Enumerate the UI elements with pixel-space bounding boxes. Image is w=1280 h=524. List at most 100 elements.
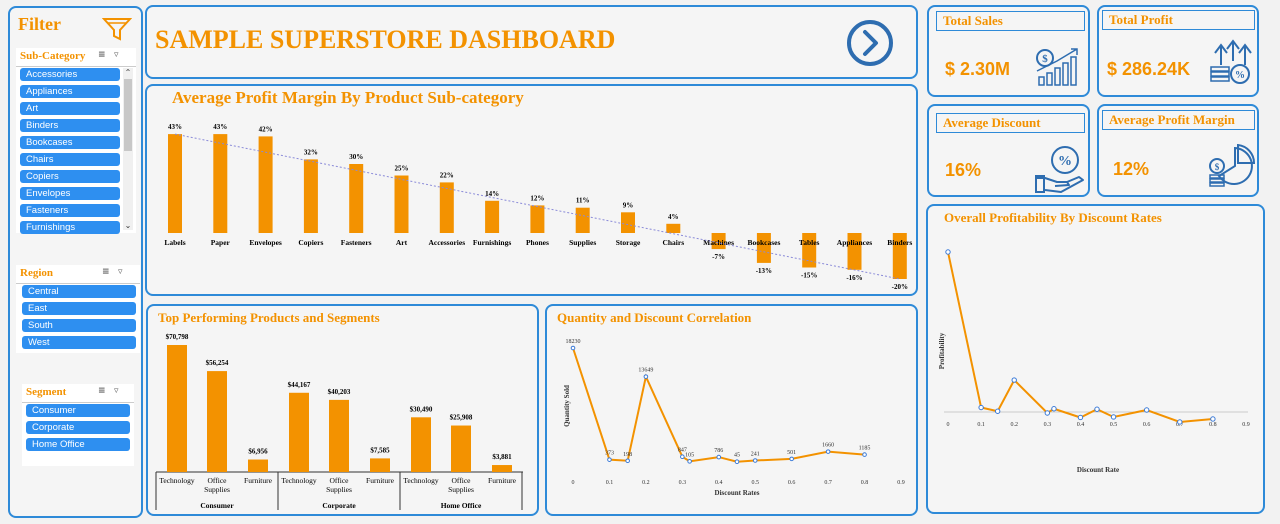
category-label: Fasteners (341, 238, 372, 247)
subcategory-option[interactable]: Furnishings (20, 221, 120, 234)
data-label: 198 (623, 452, 632, 458)
multi-select-icon[interactable]: ≡ (98, 386, 106, 396)
subcategory-option[interactable]: Copiers (20, 170, 120, 183)
multi-select-icon[interactable]: ≡ (102, 267, 110, 277)
chart-title: Top Performing Products and Segments (158, 310, 380, 325)
kpi-label: Average Profit Margin (1102, 110, 1255, 130)
x-tick-label: 0.9 (897, 480, 905, 486)
bar (168, 134, 182, 233)
scroll-down-arrow[interactable]: ⌄ (124, 221, 132, 230)
subcategory-option[interactable]: Art (20, 102, 120, 115)
bar (485, 200, 500, 233)
pie-chart-coins-icon: $ (1209, 144, 1256, 187)
x-tick-label: 0.8 (1209, 422, 1217, 428)
data-point (1044, 410, 1051, 416)
subcategory-slicer: Sub-Category ≡ ▿ Accessories Appliances Ar… (16, 48, 136, 234)
bar (411, 417, 431, 472)
data-label: 14% (485, 190, 499, 198)
scroll-thumb[interactable] (124, 79, 132, 151)
data-label: 18230 (566, 339, 581, 345)
kpi-value: $ 286.24K (1107, 59, 1191, 79)
x-tick-label: 0.8 (861, 480, 869, 486)
x-tick-label: 0.7 (824, 480, 832, 486)
bar (329, 399, 349, 472)
data-label: 30% (349, 153, 363, 161)
kpi-value: $ 2.30M (945, 59, 1011, 79)
x-tick-label: 0.9 (1242, 422, 1250, 428)
scrollbar[interactable]: ⌃ ⌄ (123, 68, 133, 230)
subcategory-option[interactable]: Chairs (20, 153, 120, 166)
category-label: Copiers (298, 238, 323, 247)
clear-filter-icon[interactable]: ▿ (114, 386, 119, 396)
category-label: Chairs (662, 238, 684, 247)
profit-margin-chart-panel: Average Profit Margin By Product Sub-cat… (145, 84, 918, 296)
data-label: $30,490 (410, 405, 433, 413)
bar (666, 223, 681, 233)
y-axis-label: Profitability (938, 332, 946, 369)
subcategory-option[interactable]: Envelopes (20, 187, 120, 200)
subcategory-option[interactable]: Accessories (20, 68, 120, 81)
clear-filter-icon[interactable]: ▿ (114, 50, 119, 60)
subcategory-option[interactable]: Bookcases (20, 136, 120, 149)
svg-text:$: $ (1042, 53, 1048, 65)
region-option[interactable]: East (22, 302, 136, 315)
category-label: Office (451, 476, 471, 485)
bar (213, 134, 228, 233)
subcategory-slicer-title: Sub-Category (20, 50, 86, 62)
multi-select-icon[interactable]: ≡ (98, 50, 106, 60)
category-label: Storage (616, 238, 641, 247)
bar (167, 345, 187, 472)
category-label: Office (207, 476, 227, 485)
bar (892, 233, 907, 279)
data-point (1051, 406, 1057, 412)
x-tick-label: 0.4 (715, 480, 723, 486)
data-label: 4% (668, 213, 679, 221)
data-label: 1185 (859, 446, 871, 452)
clear-filter-icon[interactable]: ▿ (118, 267, 123, 277)
subcategory-option[interactable]: Binders (20, 119, 120, 132)
quantity-chart: Quantity Sold Discount Rates 0 0.1 0.2 0.3 0.4… (563, 339, 905, 497)
region-option[interactable]: South (22, 319, 136, 332)
category-label: Machines (703, 238, 734, 247)
data-point (1110, 414, 1117, 420)
data-label: 501 (787, 450, 796, 456)
category-label: Furniture (488, 476, 517, 485)
segments-chart: $70,798Technology$56,254OfficeSupplies$6… (155, 333, 523, 510)
bar (248, 459, 268, 472)
x-tick-label: 0 (572, 480, 575, 486)
next-arrow-icon[interactable] (845, 18, 895, 68)
data-label: $70,798 (166, 333, 189, 341)
bar (492, 465, 512, 472)
data-label: 847 (678, 448, 687, 454)
y-axis-label: Quantity Sold (563, 385, 571, 427)
data-point (825, 449, 831, 454)
group-label: Consumer (200, 501, 234, 510)
kpi-average-discount: Average Discount 16% % (927, 104, 1090, 197)
data-label: 12% (530, 194, 544, 202)
region-option[interactable]: West (22, 336, 136, 349)
category-label: Technology (403, 476, 439, 485)
segment-option[interactable]: Consumer (26, 404, 130, 417)
category-label: Paper (211, 238, 231, 247)
scroll-up-arrow[interactable]: ⌃ (124, 68, 132, 77)
subcategory-option[interactable]: Fasteners (20, 204, 120, 217)
region-slicer-title: Region (20, 267, 53, 279)
category-label: Labels (164, 238, 185, 247)
group-label: Corporate (322, 501, 356, 510)
segment-option[interactable]: Corporate (26, 421, 130, 434)
category-label: Furniture (244, 476, 273, 485)
data-label: -16% (846, 274, 862, 282)
data-point (978, 404, 984, 411)
subcategory-option[interactable]: Appliances (20, 85, 120, 98)
data-label: $6,956 (248, 448, 268, 456)
segment-option[interactable]: Home Office (26, 438, 130, 451)
profit-margin-chart: 43% Labels 43% Paper 42% Envelopes 32% Copiers 3… (164, 123, 912, 291)
category-label: Phones (526, 238, 549, 247)
region-option[interactable]: Central (22, 285, 136, 298)
region-slicer: Region ≡ ▿ Central East South West (16, 265, 140, 353)
data-label: 9% (623, 201, 634, 209)
bar (289, 392, 309, 472)
bar (847, 233, 862, 270)
data-label: -7% (712, 253, 725, 261)
data-point (862, 452, 867, 457)
